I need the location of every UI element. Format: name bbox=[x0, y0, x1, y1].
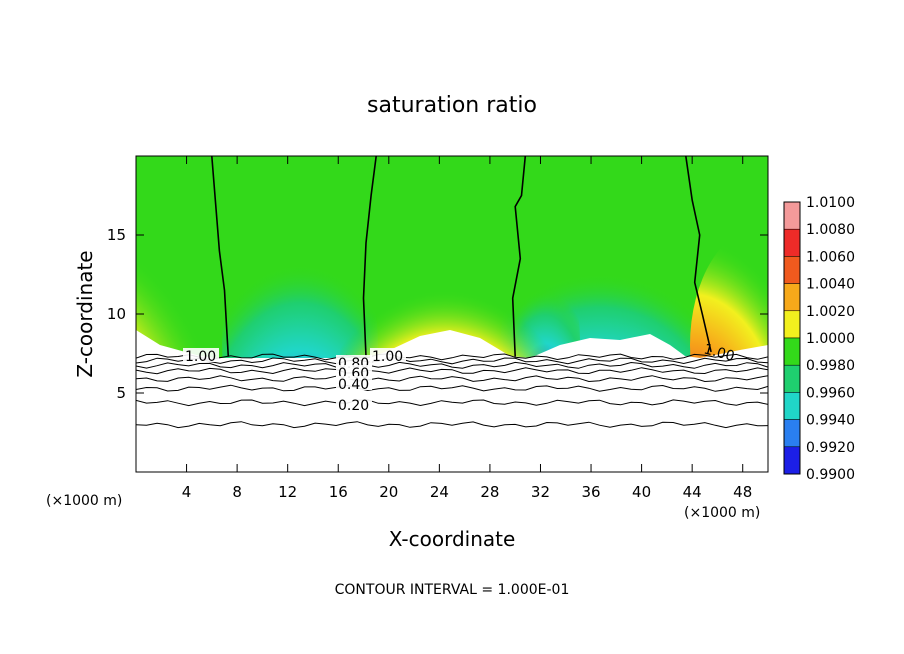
colorbar-swatch bbox=[783, 228, 801, 257]
x-tick-label: 16 bbox=[329, 483, 348, 501]
contour-line-0.5 bbox=[136, 375, 768, 383]
contour-line-0.8 bbox=[136, 357, 768, 365]
colorbar-level-label: 0.9920 bbox=[806, 440, 855, 456]
colorbar-level-label: 0.9900 bbox=[806, 467, 855, 483]
contour-label-bg bbox=[336, 376, 372, 390]
x-tick-label: 8 bbox=[232, 483, 242, 501]
colorbar: 1.0100 1.0080 1.0060 1.0040 1.0020 1.0000 0.99… bbox=[783, 195, 855, 483]
contour-line-0.9 bbox=[136, 353, 768, 361]
colorbar-level-label: 1.0040 bbox=[806, 277, 855, 293]
contour-line-0.7 bbox=[136, 361, 768, 369]
contour-line-0.3 bbox=[136, 421, 768, 429]
contour-line-0.4 bbox=[136, 384, 768, 392]
colorbar-swatch bbox=[783, 364, 801, 393]
contour-lines bbox=[136, 156, 768, 429]
x-tick-label: 4 bbox=[182, 483, 192, 501]
colorbar-frame bbox=[783, 201, 801, 475]
x-tick-label: 36 bbox=[581, 483, 600, 501]
x-tick-label: 20 bbox=[379, 483, 398, 501]
x-unit-label-right: (×1000 m) bbox=[684, 505, 760, 521]
y-axis-label: Z-coordinate bbox=[73, 250, 97, 377]
x-tick-label: 48 bbox=[733, 483, 752, 501]
y-tick-label: 10 bbox=[107, 305, 126, 323]
x-tick-label: 32 bbox=[531, 483, 550, 501]
colorbar-level-label: 1.0100 bbox=[806, 195, 855, 211]
contour-label: 1.00 bbox=[185, 349, 216, 365]
colorbar-swatch bbox=[783, 310, 801, 339]
contour-line-0.2 bbox=[136, 399, 768, 407]
x-tick-label: 24 bbox=[430, 483, 449, 501]
colorbar-swatch bbox=[783, 419, 801, 448]
x-unit-label-left: (×1000 m) bbox=[46, 493, 122, 509]
contour-label-bg bbox=[370, 348, 406, 362]
x-axis: 4 8 12 16 20 24 28 32 36 40 44 48 bbox=[182, 156, 752, 501]
contour-line-1.00 bbox=[211, 156, 230, 357]
y-tick-label: 15 bbox=[107, 226, 126, 244]
colorbar-swatch bbox=[783, 283, 801, 312]
colorbar-level-label: 0.9940 bbox=[806, 413, 855, 429]
x-tick-label: 28 bbox=[480, 483, 499, 501]
colorbar-level-label: 1.0020 bbox=[806, 304, 855, 320]
colorbar-level-label: 1.0060 bbox=[806, 249, 855, 265]
x-tick-label: 12 bbox=[278, 483, 297, 501]
colorbar-swatch bbox=[783, 392, 801, 420]
contour-label: 0.40 bbox=[338, 377, 369, 393]
colorbar-level-label: 1.0000 bbox=[806, 331, 855, 347]
contour-interval-footer: CONTOUR INTERVAL = 1.000E-01 bbox=[335, 582, 570, 598]
y-axis: 5 10 15 bbox=[107, 226, 768, 402]
contour-label-bg bbox=[336, 397, 372, 411]
contour-field bbox=[136, 156, 768, 472]
contour-line-1.00 bbox=[362, 156, 377, 357]
x-tick-label: 44 bbox=[683, 483, 702, 501]
y-tick-label: 5 bbox=[116, 384, 126, 402]
colorbar-swatch bbox=[783, 446, 801, 475]
x-tick-label: 40 bbox=[632, 483, 651, 501]
colorbar-swatch bbox=[783, 201, 801, 230]
colorbar-swatch bbox=[783, 256, 801, 284]
colorbar-swatch bbox=[783, 337, 801, 366]
colorbar-level-label: 1.0080 bbox=[806, 222, 855, 238]
contour-line-1.00 bbox=[511, 156, 527, 357]
contour-label: 0.20 bbox=[338, 398, 369, 414]
contour-label-bg bbox=[183, 348, 219, 362]
contour-line-1.00 bbox=[685, 156, 712, 353]
contour-label: 1.00 bbox=[702, 341, 736, 365]
contour-label: 1.00 bbox=[372, 349, 403, 365]
colorbar-level-label: 0.9980 bbox=[806, 358, 855, 374]
contour-label-bg bbox=[336, 365, 372, 379]
contour-line-0.6 bbox=[136, 367, 768, 375]
x-axis-label: X-coordinate bbox=[389, 527, 516, 551]
chart-title: saturation ratio bbox=[367, 93, 537, 118]
colorbar-level-label: 0.9960 bbox=[806, 385, 855, 401]
